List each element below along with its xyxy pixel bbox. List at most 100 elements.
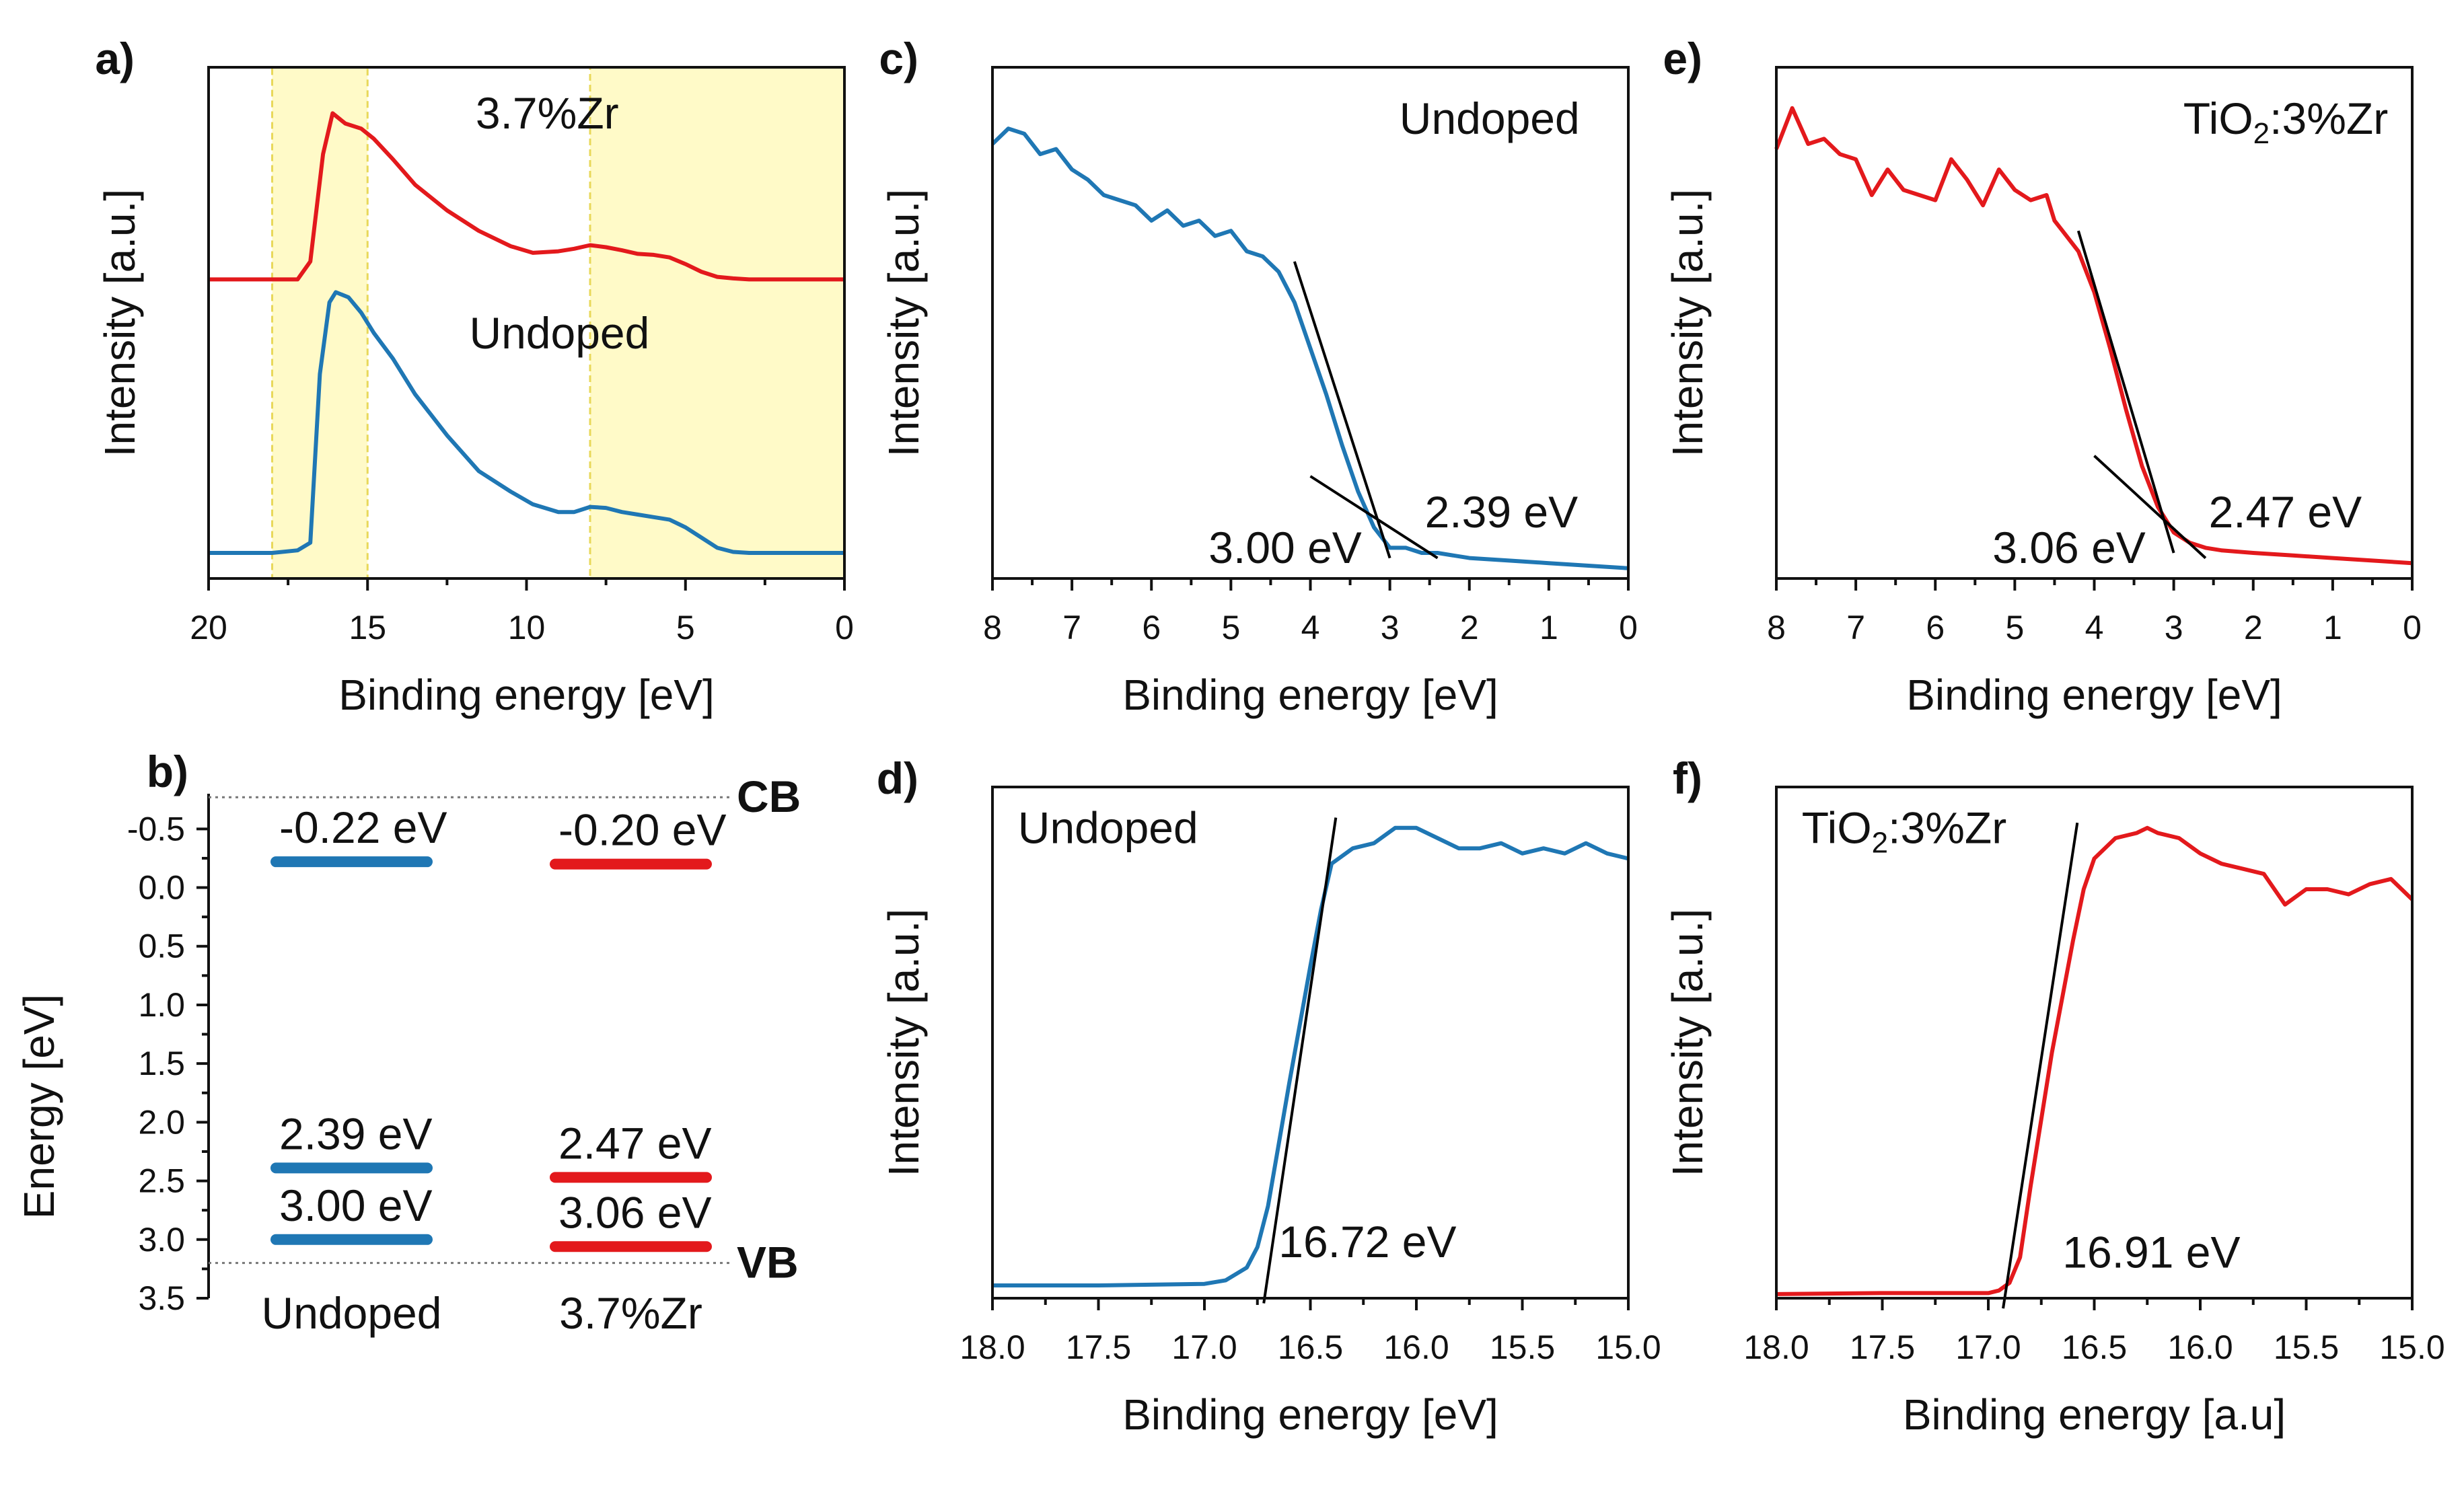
annotation-label: TiO2:3%Zr [2183, 93, 2388, 150]
annotation-label: Undoped [469, 308, 649, 358]
x-axis-title: Binding energy [eV] [1122, 1390, 1498, 1439]
x-tick-label: 15.0 [1595, 1328, 1661, 1366]
panel-b: -0.5 0.0 0.5 1.0 1.5 2.0 2.5 3.0 3.5 CB VB -0.22 eV… [15, 747, 801, 1338]
x-tick-label: 4 [1301, 609, 1320, 646]
x-tick-label: 16.5 [2062, 1328, 2127, 1366]
energy-level-label: 3.00 eV [279, 1180, 433, 1230]
x-tick-label: 18.0 [1743, 1328, 1809, 1366]
x-axis-title: Binding energy [eV] [1122, 671, 1498, 719]
group-label: Undoped [262, 1288, 442, 1338]
fit-line-0 [1262, 817, 1338, 1304]
x-axis-title: Binding energy [eV] [1906, 671, 2282, 719]
x-tick-label: 18.0 [959, 1328, 1025, 1366]
energy-level-label: 2.39 eV [279, 1109, 433, 1158]
panel-label: a) [95, 34, 135, 83]
y-tick-label: 3.0 [138, 1221, 185, 1259]
series-line-0 [1776, 825, 2414, 1296]
x-tick-label: 15 [349, 609, 386, 646]
panel-d: 18.0 17.5 17.0 16.5 16.0 15.5 15.0 Binding ener… [877, 753, 1661, 1439]
annotation-label: 2.47 eV [2209, 487, 2362, 537]
y-axis-title: Intensity [a.u.] [96, 189, 144, 457]
x-tick-label: 0 [835, 609, 854, 646]
reference-label: VB [737, 1238, 799, 1287]
annotation-label: TiO2:3%Zr [1802, 803, 2006, 860]
y-tick-label: 1.5 [138, 1045, 185, 1082]
x-tick-label: 10 [508, 609, 546, 646]
x-tick-label: 1 [1539, 609, 1558, 646]
y-axis-title: Intensity [a.u.] [1663, 189, 1712, 457]
energy-level-label: -0.22 eV [279, 802, 447, 852]
annotation-label: 16.72 eV [1278, 1217, 1456, 1267]
x-tick-label: 17.0 [1171, 1328, 1237, 1366]
x-tick-label: 3 [1381, 609, 1400, 646]
x-tick-label: 15.5 [1490, 1328, 1555, 1366]
x-axis-title: Binding energy [a.u] [1903, 1390, 2286, 1439]
x-tick-label: 17.5 [1066, 1328, 1131, 1366]
x-tick-label: 8 [1767, 609, 1786, 646]
annotation-label: 3.7%Zr [476, 88, 619, 138]
highlight-band [271, 66, 369, 580]
x-tick-label: 5 [676, 609, 695, 646]
annotation-label: 16.91 eV [2062, 1227, 2240, 1277]
x-tick-label: 3 [2165, 609, 2183, 646]
x-tick-label: 6 [1142, 609, 1161, 646]
x-tick-label: 7 [1062, 609, 1081, 646]
x-tick-label: 17.5 [1850, 1328, 1915, 1366]
x-tick-label: 7 [1846, 609, 1865, 646]
x-tick-label: 16.0 [2167, 1328, 2233, 1366]
x-tick-label: 2 [2244, 609, 2263, 646]
annotation-label: 3.06 eV [1992, 523, 2146, 572]
highlight-band [589, 66, 846, 580]
fit-line-0 [2076, 230, 2175, 554]
annotation-label: Undoped [1400, 93, 1580, 143]
panel-label: d) [877, 753, 918, 803]
energy-level-label: 3.06 eV [558, 1187, 712, 1237]
fit-line-1 [1309, 475, 1439, 560]
annotation-label: 3.00 eV [1208, 523, 1362, 572]
x-tick-label: 1 [2323, 609, 2342, 646]
annotation-label: 2.39 eV [1425, 487, 1579, 537]
panel-e: 8 7 6 5 4 3 2 1 0 Binding energy [eV] Intensity [a… [1663, 34, 2422, 719]
fit-line-0 [2002, 822, 2079, 1309]
series-line-0 [992, 825, 1629, 1287]
panel-a: 20 15 10 5 0 Binding energy [eV] Intensity [a.… [95, 34, 854, 719]
x-tick-label: 15.0 [2379, 1328, 2444, 1366]
panel-c: 8 7 6 5 4 3 2 1 0 Binding energy [eV] Intensity [a… [879, 34, 1638, 719]
energy-level-label: 2.47 eV [558, 1118, 712, 1168]
y-axis-title: Energy [eV] [15, 994, 63, 1219]
x-tick-label: 15.5 [2274, 1328, 2339, 1366]
fit-line-1 [2093, 455, 2207, 560]
panel-f: 18.0 17.5 17.0 16.5 16.0 15.5 15.0 Binding ener… [1663, 753, 2445, 1439]
y-tick-label: 0.5 [138, 928, 185, 965]
y-axis-title: Intensity [a.u.] [879, 909, 928, 1176]
x-tick-label: 4 [2085, 609, 2104, 646]
y-tick-label: -0.5 [127, 810, 185, 848]
y-tick-label: 3.5 [138, 1279, 185, 1317]
y-tick-label: 0.0 [138, 869, 185, 907]
x-tick-label: 16.5 [1278, 1328, 1343, 1366]
y-tick-label: 2.5 [138, 1162, 185, 1200]
panel-label: f) [1673, 753, 1702, 803]
y-axis-title: Intensity [a.u.] [1663, 909, 1712, 1176]
x-tick-label: 5 [1221, 609, 1240, 646]
x-tick-label: 0 [1619, 609, 1638, 646]
panel-label: b) [147, 747, 188, 796]
x-tick-label: 6 [1926, 609, 1945, 646]
series-line-1 [209, 290, 844, 555]
x-tick-label: 2 [1460, 609, 1479, 646]
x-tick-label: 20 [190, 609, 227, 646]
x-tick-label: 16.0 [1383, 1328, 1449, 1366]
annotation-label: Undoped [1018, 803, 1198, 853]
x-tick-label: 17.0 [1955, 1328, 2021, 1366]
series-line-0 [1774, 106, 2413, 566]
x-tick-label: 5 [2005, 609, 2024, 646]
reference-label: CB [737, 772, 801, 821]
x-axis-title: Binding energy [eV] [338, 671, 715, 719]
group-label: 3.7%Zr [559, 1288, 702, 1338]
panel-label: e) [1663, 34, 1702, 83]
fit-line-0 [1293, 261, 1391, 559]
y-axis-title: Intensity [a.u.] [879, 189, 928, 457]
y-tick-label: 2.0 [138, 1103, 185, 1141]
x-tick-label: 0 [2403, 609, 2422, 646]
